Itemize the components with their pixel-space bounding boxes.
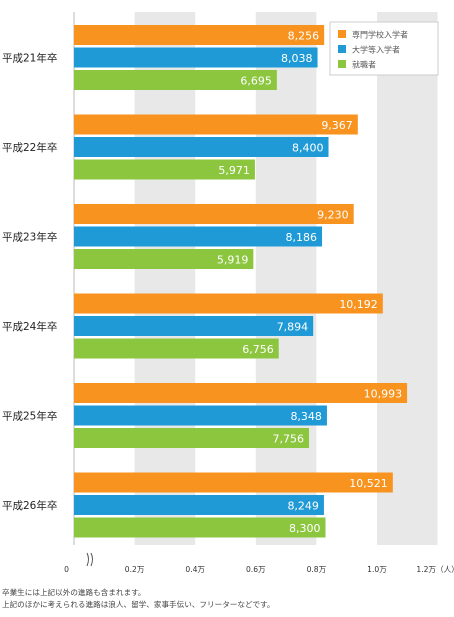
x-tick-label: 0.6万 <box>246 565 266 574</box>
bar-value-label: 5,919 <box>217 254 249 267</box>
bar-value-label: 10,993 <box>364 388 403 401</box>
category-label: 平成25年卒 <box>2 410 57 423</box>
bar <box>74 383 408 403</box>
bar-value-label: 7,756 <box>273 433 305 446</box>
legend-label: 大学等入学者 <box>352 45 400 55</box>
bar-value-label: 9,230 <box>317 209 349 222</box>
bar-value-label: 8,186 <box>286 231 318 244</box>
bar <box>74 114 358 135</box>
legend-swatch <box>338 30 346 38</box>
legend-label: 就職者 <box>352 60 376 70</box>
legend-box <box>329 21 439 76</box>
x-tick-label: 0 <box>64 565 69 574</box>
bar-value-label: 5,971 <box>218 164 250 177</box>
bar-value-label: 8,348 <box>290 410 322 423</box>
axis-break-mark <box>86 552 93 567</box>
legend-swatch <box>338 45 346 53</box>
legend-label: 専門学校入学者 <box>352 30 408 40</box>
legend-swatch <box>338 60 346 68</box>
bar-value-label: 6,695 <box>240 75 272 88</box>
bar-value-label: 8,249 <box>287 500 319 513</box>
x-tick-label: 0.8万 <box>307 565 327 574</box>
bar-value-label: 9,367 <box>321 119 353 132</box>
x-tick-label: 1.2万（人） <box>416 565 454 574</box>
bar <box>74 428 310 448</box>
bar-value-label: 10,192 <box>339 298 378 311</box>
bar <box>74 472 393 493</box>
bar <box>74 338 279 359</box>
category-label: 平成24年卒 <box>2 320 57 333</box>
grid-band <box>255 12 317 545</box>
bar-value-label: 8,256 <box>288 30 320 43</box>
bar-value-label: 8,038 <box>281 52 313 65</box>
bar <box>74 226 323 247</box>
bar <box>74 47 318 68</box>
category-label: 平成23年卒 <box>2 231 57 244</box>
bar <box>74 316 314 336</box>
bar <box>74 495 324 515</box>
category-label: 平成26年卒 <box>2 499 57 512</box>
bar-value-label: 10,521 <box>349 477 388 490</box>
x-tick-label: 0.4万 <box>185 565 205 574</box>
bar-value-label: 7,894 <box>277 321 309 334</box>
grid-band <box>134 12 196 545</box>
bar <box>74 293 383 314</box>
grid-band <box>377 12 438 545</box>
bar <box>74 204 354 224</box>
bar <box>74 249 254 269</box>
footnote-2: 上記のほかに考えられる進路は浪人、留学、家事手伝い、フリーターなどです。 <box>2 600 275 609</box>
footnote-1: 卒業生には上記以外の進路も含まれます。 <box>2 588 146 597</box>
x-tick-label: 0.2万 <box>125 565 145 574</box>
category-label: 平成21年卒 <box>2 52 57 65</box>
bar <box>74 25 325 45</box>
category-label: 平成22年卒 <box>2 141 57 154</box>
bar <box>74 159 255 180</box>
bar-value-label: 8,400 <box>292 142 324 155</box>
bar-value-label: 8,300 <box>289 522 321 535</box>
bar <box>74 70 277 90</box>
bar <box>74 405 327 426</box>
x-tick-label: 1.0万 <box>367 565 387 574</box>
bar <box>74 517 326 538</box>
bar <box>74 137 329 157</box>
bar-value-label: 6,756 <box>242 343 274 356</box>
